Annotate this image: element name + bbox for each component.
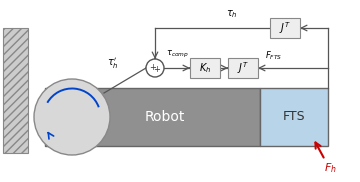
Bar xyxy=(190,58,220,78)
Text: FTS: FTS xyxy=(283,110,305,124)
Bar xyxy=(260,88,328,146)
Text: $F_{FTS}$: $F_{FTS}$ xyxy=(265,50,282,62)
Text: +: + xyxy=(154,66,161,74)
Circle shape xyxy=(34,79,110,155)
Text: $\tau_h$: $\tau_h$ xyxy=(226,8,238,20)
Text: Robot: Robot xyxy=(145,110,185,124)
Text: $\tau_{comp}$: $\tau_{comp}$ xyxy=(166,48,189,60)
Text: +: + xyxy=(149,62,157,72)
Text: $J^T$: $J^T$ xyxy=(279,20,291,36)
Bar xyxy=(228,58,258,78)
Bar xyxy=(270,18,300,38)
Text: $F_h$: $F_h$ xyxy=(324,161,336,175)
Text: $K_h$: $K_h$ xyxy=(199,61,211,75)
Bar xyxy=(3,28,28,153)
Text: $\tau_h'$: $\tau_h'$ xyxy=(107,57,119,71)
Text: $J^T$: $J^T$ xyxy=(237,60,249,76)
Circle shape xyxy=(146,59,164,77)
Bar xyxy=(45,88,260,146)
